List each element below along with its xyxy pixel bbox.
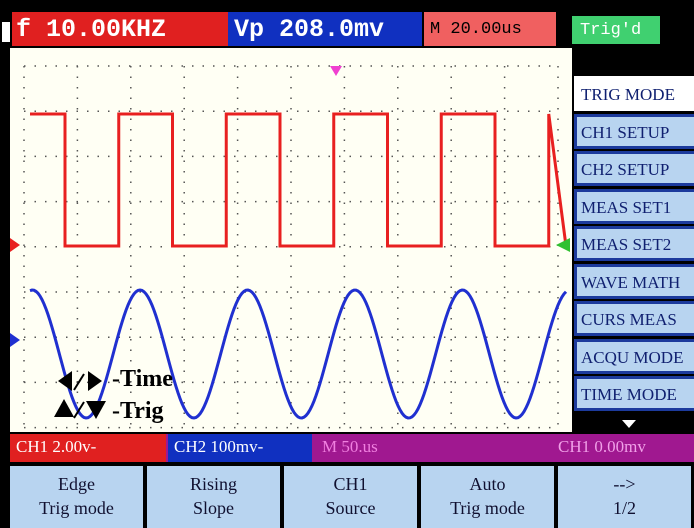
menu-more-arrow [622,420,636,428]
softkey-label: Slope [147,496,280,520]
oscilloscope-screen: f 10.00KHZ Vp 208.0mv M 20.00us Trig'd -… [0,0,694,528]
menu-item[interactable]: TRIG MODE [574,76,694,111]
menu-item[interactable]: MEAS SET2 [574,226,694,261]
menu-item[interactable]: CURS MEAS [574,301,694,336]
time-hint: -Time [112,366,173,393]
softkey-label: Trig mode [421,496,554,520]
softkey-value: Edge [10,472,143,496]
timebase: M 20.00us [424,12,556,46]
screen-bg [10,48,572,432]
menu-item[interactable]: CH2 SETUP [574,151,694,186]
softkey-label: 1/2 [558,496,691,520]
softkey-label: Source [284,496,417,520]
ch2-status: CH2 100mv- [168,434,312,462]
menu-item[interactable]: ACQU MODE [574,339,694,374]
softkey-value: Auto [421,472,554,496]
menu-item[interactable]: WAVE MATH [574,264,694,299]
softkey-value: --> [558,472,691,496]
trigger-status: Trig'd [572,16,660,44]
battery-icon [2,22,10,42]
softkey-value: Rising [147,472,280,496]
softkey-value: CH1 [284,472,417,496]
menu-item[interactable]: TIME MODE [574,376,694,411]
trig-hint: -Trig [112,398,164,425]
graticule [10,48,572,432]
status-timebase: M 50.us [316,434,436,462]
amplitude: Vp 208.0mv [228,12,422,46]
softkey-label: Trig mode [10,496,143,520]
softkey[interactable]: -->1/2 [558,466,691,528]
menu-item[interactable]: CH1 SETUP [574,114,694,149]
trigger-level: CH1 0.00mv [552,434,694,462]
frequency: f 10.00KHZ [12,12,228,46]
ch1-status: CH1 2.00v- [10,434,166,462]
menu-item[interactable]: MEAS SET1 [574,189,694,224]
